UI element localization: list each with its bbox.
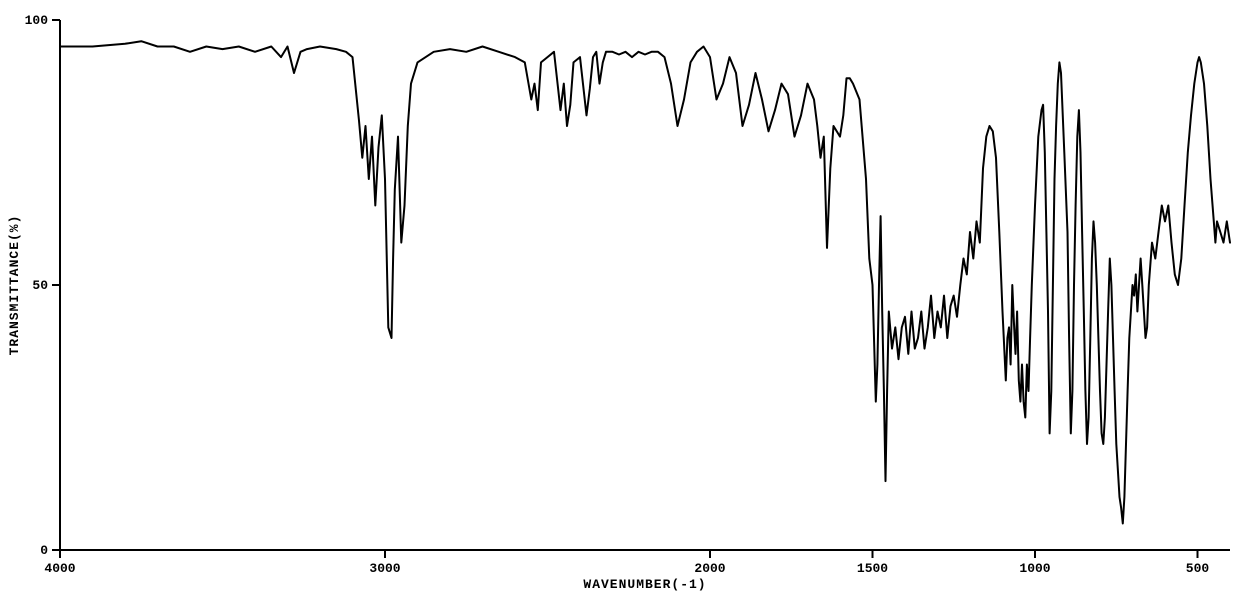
y-axis-label: TRANSMITTANCE(%)	[7, 215, 22, 356]
x-axis-label: WAVENUMBER(-1)	[583, 577, 706, 592]
x-tick-label: 3000	[369, 561, 400, 576]
y-tick-label: 0	[40, 543, 48, 558]
x-tick-label: 1500	[857, 561, 888, 576]
spectrum-svg: 4000 3000 2000 1500 1000 500 0 50 100 WAVENUMBER(…	[0, 0, 1239, 607]
x-tick-label: 500	[1186, 561, 1210, 576]
x-tick-label: 4000	[44, 561, 75, 576]
y-tick-label: 50	[32, 278, 48, 293]
spectrum-chart: 4000 3000 2000 1500 1000 500 0 50 100 WAVENUMBER(…	[0, 0, 1239, 607]
x-tick-label: 1000	[1019, 561, 1050, 576]
y-tick-label: 100	[25, 13, 49, 28]
x-tick-label: 2000	[694, 561, 725, 576]
spectrum-line	[60, 41, 1230, 523]
